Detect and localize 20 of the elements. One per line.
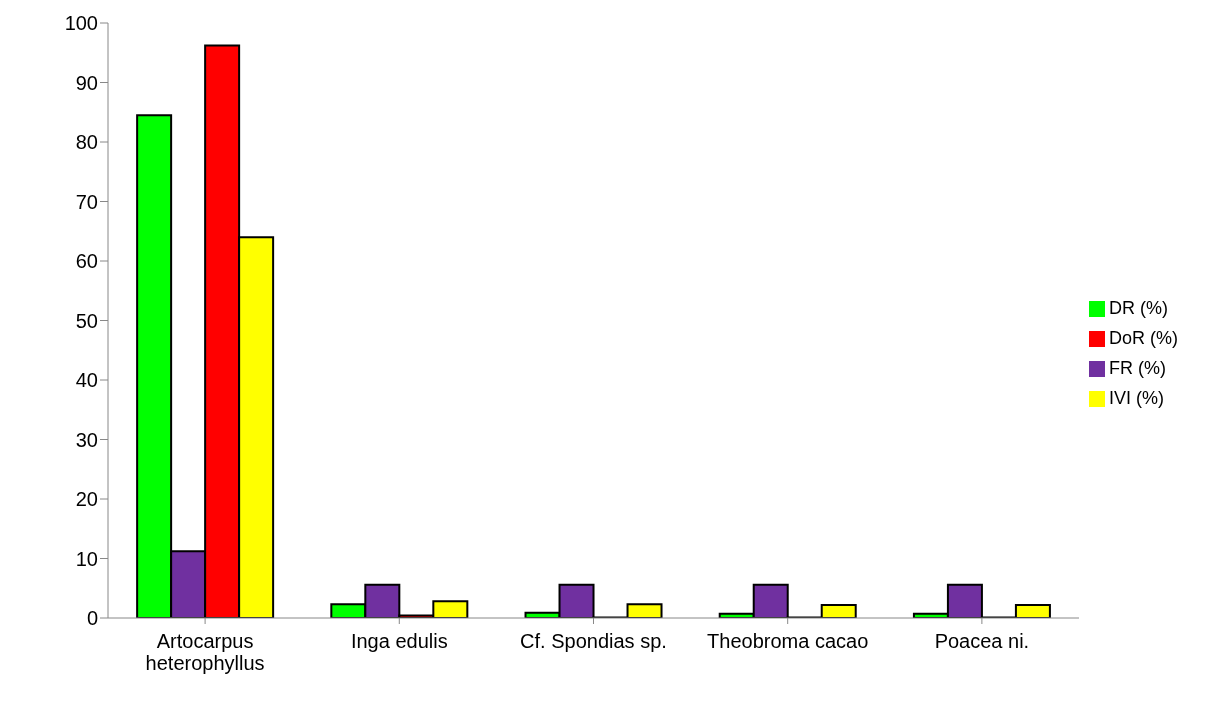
y-tick-label: 40 xyxy=(75,369,98,392)
y-tick-label: 0 xyxy=(86,607,98,630)
legend-label: DoR (%) xyxy=(1108,328,1178,348)
y-tick-label: 80 xyxy=(75,131,98,154)
x-tick-label: Inga edulis xyxy=(350,630,448,652)
x-tick-label: Artocarpus heterophyllus xyxy=(145,630,265,674)
y-tick-label: 60 xyxy=(75,250,98,273)
x-tick-label: Poacea ni. xyxy=(934,630,1030,652)
y-tick-label: 70 xyxy=(75,190,98,213)
y-tick-label: 100 xyxy=(64,12,98,35)
x-tick-label: Theobroma cacao xyxy=(707,630,869,652)
y-tick-label: 30 xyxy=(75,428,98,451)
y-tick-label: 90 xyxy=(75,71,98,94)
x-tick-label: Cf. Spondias sp. xyxy=(520,630,667,652)
y-tick-label: 50 xyxy=(75,309,98,332)
legend-label: FR (%) xyxy=(1108,358,1166,378)
legend-label: DR (%) xyxy=(1108,298,1168,318)
y-tick-label: 10 xyxy=(75,547,98,570)
legend-label: IVI (%) xyxy=(1108,388,1164,408)
y-tick-label: 20 xyxy=(75,488,98,511)
